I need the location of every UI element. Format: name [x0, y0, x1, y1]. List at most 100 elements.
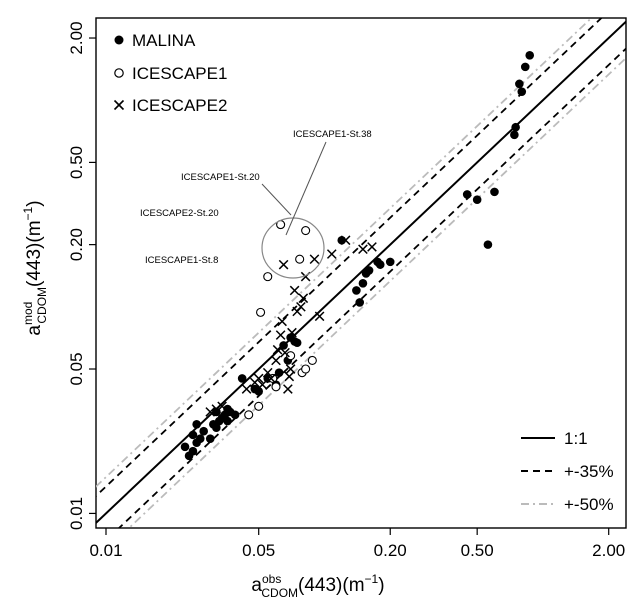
- point-malina: [517, 87, 527, 96]
- point-malina: [188, 446, 198, 456]
- legend-lines: 1:1 +-35% +-50%: [521, 429, 614, 514]
- point-malina: [515, 79, 524, 89]
- point-malina: [525, 50, 535, 60]
- annotation-label: ICESCAPE2-St.20: [140, 208, 219, 219]
- legend-label-50: +-50%: [564, 495, 614, 514]
- legend-marker-icescape2: [113, 99, 125, 111]
- point-icescape2: [241, 384, 252, 394]
- point-icescape1: [263, 272, 273, 282]
- annotation-label: ICESCAPE1-St.38: [293, 129, 372, 140]
- point-malina: [205, 434, 215, 443]
- point-icescape1: [301, 364, 311, 374]
- point-icescape2: [284, 371, 295, 382]
- point-icescape1: [301, 225, 311, 236]
- y-axis-ticks: 0.01 0.05 0.20 0.50 2.00: [67, 21, 96, 530]
- point-malina: [462, 190, 472, 199]
- point-icescape2: [283, 384, 293, 394]
- point-malina: [364, 266, 374, 275]
- legend-markers: MALINA ICESCAPE1 ICESCAPE2: [113, 31, 227, 115]
- point-malina: [279, 341, 288, 350]
- point-icescape1: [256, 307, 266, 317]
- point-icescape2: [285, 364, 296, 374]
- point-icescape2: [275, 330, 286, 340]
- point-icescape2: [358, 244, 368, 255]
- point-malina: [195, 434, 205, 443]
- highlight-ellipse: [261, 217, 325, 279]
- point-icescape2: [217, 401, 227, 412]
- point-malina: [274, 368, 284, 377]
- legend-label-35: +-35%: [564, 462, 614, 481]
- point-malina: [212, 423, 221, 432]
- legend-marker-malina: [114, 35, 124, 45]
- reference-line: [96, 20, 626, 525]
- point-icescape2: [266, 373, 276, 384]
- point-icescape2: [287, 327, 297, 338]
- point-malina: [352, 286, 361, 295]
- point-icescape1: [254, 401, 264, 411]
- legend-label-icescape2: ICESCAPE2: [132, 96, 227, 115]
- reference-lines: [96, 18, 626, 528]
- point-icescape1: [307, 355, 317, 366]
- point-icescape2: [257, 379, 268, 390]
- point-malina: [254, 387, 264, 396]
- data-points: [180, 50, 535, 461]
- point-icescape2: [205, 407, 216, 417]
- x-tick-label: 0.05: [242, 541, 275, 560]
- annotation-leader-st38: [285, 141, 327, 236]
- x-axis-ticks: 0.01 0.05 0.20 0.50 2.00: [89, 528, 625, 560]
- point-icescape2: [271, 355, 281, 366]
- point-icescape2: [367, 242, 377, 252]
- point-icescape2: [280, 347, 290, 358]
- legend-label-1-1: 1:1: [564, 429, 588, 448]
- point-icescape2: [278, 259, 289, 270]
- legend-label-icescape1: ICESCAPE1: [132, 64, 227, 83]
- annotation-label: ICESCAPE1-St.8: [145, 255, 218, 266]
- point-malina: [375, 260, 385, 269]
- point-malina: [483, 240, 493, 249]
- point-icescape2: [272, 344, 283, 355]
- y-tick-label: 0.05: [67, 352, 86, 385]
- y-tick-label: 0.50: [67, 146, 86, 179]
- point-malina: [188, 430, 198, 440]
- point-icescape2: [298, 293, 309, 304]
- y-tick-label: 2.00: [67, 21, 86, 54]
- point-malina: [292, 338, 302, 348]
- x-axis-label: aobs CDOM(443)(m−1): [251, 572, 384, 600]
- point-malina: [223, 416, 232, 426]
- point-malina: [199, 426, 208, 436]
- x-tick-label: 0.01: [89, 541, 122, 560]
- x-tick-label: 2.00: [592, 541, 625, 560]
- point-malina: [385, 257, 395, 267]
- point-malina: [237, 374, 247, 383]
- point-icescape2: [309, 254, 320, 265]
- y-tick-label: 0.20: [67, 228, 86, 261]
- legend-label-malina: MALINA: [132, 31, 196, 50]
- x-tick-label: 0.20: [374, 541, 407, 560]
- point-icescape1: [244, 410, 254, 420]
- point-malina: [192, 419, 201, 429]
- point-icescape2: [340, 235, 351, 246]
- plot-frame: [95, 17, 627, 529]
- point-icescape2: [211, 404, 222, 414]
- reference-line: [96, 18, 603, 498]
- x-tick-label: 0.50: [461, 541, 494, 560]
- reference-line: [117, 47, 626, 528]
- reference-line: [127, 56, 626, 528]
- point-icescape2: [262, 367, 273, 378]
- point-icescape1: [295, 254, 305, 264]
- annotation-label: ICESCAPE1-St.20: [181, 172, 260, 183]
- annotations: ICESCAPE1-St.38 ICESCAPE1-St.20 ICESCAPE…: [140, 129, 372, 266]
- y-tick-label: 0.01: [67, 497, 86, 530]
- point-malina: [510, 130, 519, 140]
- point-icescape2: [253, 373, 264, 384]
- point-malina: [355, 298, 365, 307]
- point-icescape1: [286, 351, 296, 361]
- point-malina: [490, 187, 499, 197]
- point-malina: [230, 410, 240, 420]
- point-malina: [358, 278, 368, 288]
- point-icescape2: [314, 311, 325, 322]
- point-icescape2: [296, 301, 306, 312]
- point-icescape2: [277, 316, 287, 327]
- legend-marker-icescape1: [114, 68, 124, 78]
- y-axis-label: amodCDOM(443)(m−1): [21, 200, 49, 335]
